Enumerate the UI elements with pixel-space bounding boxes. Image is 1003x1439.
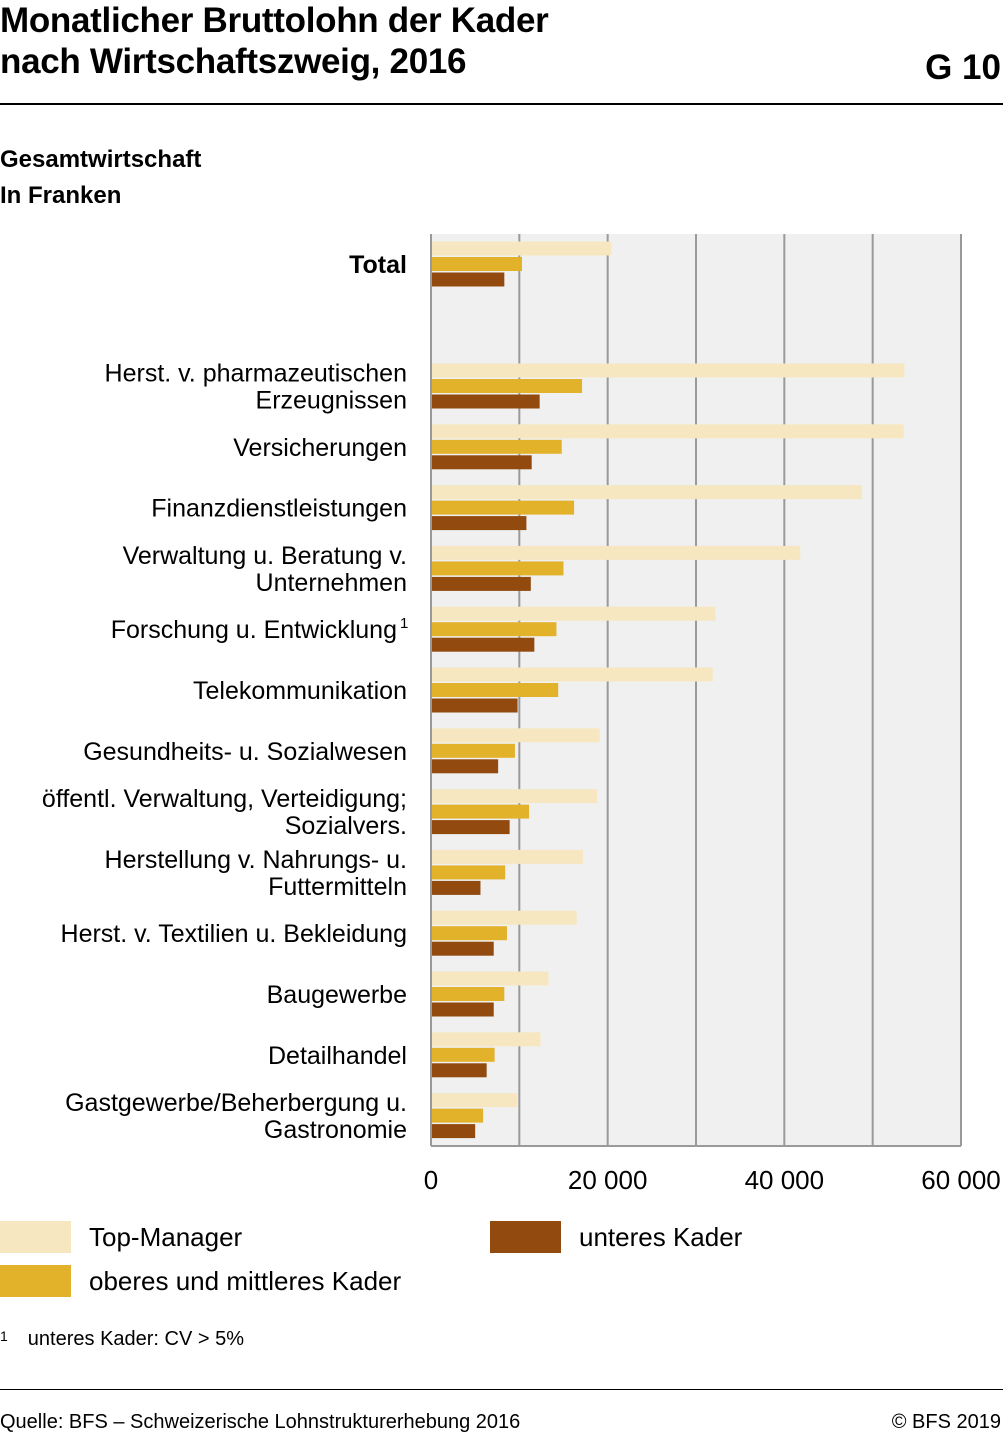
bar bbox=[432, 516, 527, 531]
bar bbox=[432, 257, 522, 271]
bar bbox=[432, 439, 562, 454]
category-label: Gesundheits- u. Sozialwesen bbox=[83, 738, 407, 766]
category-label: Gastronomie bbox=[264, 1116, 407, 1144]
bar bbox=[432, 683, 559, 697]
footnote-text: unteres Kader: CV > 5% bbox=[27, 1328, 245, 1350]
legend-label-unteres-kader: unteres Kader bbox=[579, 1221, 743, 1252]
bar bbox=[432, 789, 598, 804]
bar bbox=[432, 272, 505, 287]
bar bbox=[432, 500, 575, 515]
category-label: Futtermitteln bbox=[268, 873, 407, 901]
category-label: Gastgewerbe/Beherbergung u. bbox=[65, 1089, 407, 1117]
category-label: Telekommunikation bbox=[193, 677, 407, 705]
bar bbox=[432, 1047, 495, 1062]
bar bbox=[432, 241, 612, 256]
chart-title-line2: nach Wirtschaftszweig, 2016 bbox=[0, 42, 467, 81]
chart-title: Monatlicher Bruttolohn der Kader nach Wi… bbox=[0, 0, 880, 82]
bar bbox=[432, 880, 481, 895]
legend-item-unteres-kader: unteres Kader bbox=[490, 1221, 742, 1253]
category-label-footnote-marker: 1 bbox=[400, 615, 408, 632]
bar bbox=[432, 926, 507, 941]
x-tick-label: 20 000 bbox=[568, 1165, 648, 1195]
source-text: Quelle: BFS – Schweizerische Lohnstruktu… bbox=[0, 1411, 521, 1433]
header-rule bbox=[0, 103, 1003, 105]
chart-id: G 10 bbox=[925, 48, 1001, 87]
bar bbox=[432, 424, 904, 439]
category-label: Total bbox=[349, 251, 407, 279]
legend-swatch-unteres-kader bbox=[490, 1221, 561, 1253]
category-label: Versicherungen bbox=[233, 434, 407, 462]
bar bbox=[432, 820, 510, 835]
category-label: Finanzdienstleistungen bbox=[151, 495, 407, 523]
x-tick-label: 0 bbox=[424, 1165, 438, 1195]
bar bbox=[432, 759, 499, 774]
bar bbox=[432, 971, 549, 986]
category-label: Unternehmen bbox=[256, 569, 407, 597]
bar bbox=[432, 987, 505, 1001]
legend-swatch-top-manager bbox=[0, 1221, 71, 1253]
bar bbox=[432, 743, 515, 758]
bar bbox=[432, 698, 518, 713]
footer-rule bbox=[0, 1389, 1003, 1390]
category-label: Herst. v. Textilien u. Bekleidung bbox=[61, 920, 407, 948]
bar bbox=[432, 728, 600, 743]
legend-swatch-oberes-mittleres-kader bbox=[0, 1265, 71, 1297]
legend-item-top-manager: Top-Manager bbox=[0, 1221, 242, 1253]
bar bbox=[432, 622, 557, 637]
category-label: Herst. v. pharmazeutischen bbox=[105, 360, 407, 388]
x-tick-label: 40 000 bbox=[745, 1165, 825, 1195]
bar bbox=[432, 1124, 476, 1139]
subtitle-line2: In Franken bbox=[0, 182, 122, 209]
bar bbox=[432, 606, 716, 621]
category-label: Detailhandel bbox=[268, 1042, 407, 1070]
bar bbox=[432, 455, 532, 470]
bar bbox=[432, 667, 713, 682]
footnote-marker: 1 bbox=[0, 1328, 8, 1344]
bar bbox=[432, 865, 506, 880]
chart-subtitle: Gesamtwirtschaft In Franken bbox=[0, 142, 201, 214]
bar bbox=[432, 1093, 518, 1108]
bar bbox=[432, 637, 535, 652]
chart-title-line1: Monatlicher Bruttolohn der Kader bbox=[0, 1, 549, 40]
category-label: Sozialvers. bbox=[285, 812, 407, 840]
bar bbox=[432, 379, 583, 393]
category-label: Erzeugnissen bbox=[256, 387, 407, 415]
bar bbox=[432, 561, 564, 576]
subtitle-line1: Gesamtwirtschaft bbox=[0, 146, 202, 173]
bar bbox=[432, 394, 540, 409]
x-tick-label: 60 000 bbox=[921, 1165, 1001, 1195]
category-label: Herstellung v. Nahrungs- u. bbox=[105, 846, 407, 874]
bar bbox=[432, 1108, 484, 1123]
legend-label-oberes-mittleres-kader: oberes und mittleres Kader bbox=[89, 1265, 402, 1296]
bar bbox=[432, 1063, 487, 1078]
footnote: 1 unteres Kader: CV > 5% bbox=[0, 1328, 244, 1351]
bar bbox=[432, 1032, 541, 1047]
bar bbox=[432, 849, 583, 864]
bar bbox=[432, 363, 905, 378]
legend-item-oberes-mittleres-kader: oberes und mittleres Kader bbox=[0, 1265, 401, 1297]
category-label: Baugewerbe bbox=[267, 981, 407, 1009]
bar bbox=[432, 910, 577, 925]
bar bbox=[432, 804, 530, 819]
category-label: Verwaltung u. Beratung v. bbox=[123, 542, 407, 570]
category-label: Forschung u. Entwicklung bbox=[111, 616, 397, 644]
legend-label-top-manager: Top-Manager bbox=[89, 1221, 243, 1252]
bar bbox=[432, 1002, 494, 1017]
bar bbox=[432, 941, 494, 956]
category-label: öffentl. Verwaltung, Verteidigung; bbox=[42, 785, 407, 813]
bar bbox=[432, 545, 801, 560]
bar bbox=[432, 576, 531, 591]
copyright-text: © BFS 2019 bbox=[891, 1411, 1001, 1433]
bar bbox=[432, 485, 863, 500]
